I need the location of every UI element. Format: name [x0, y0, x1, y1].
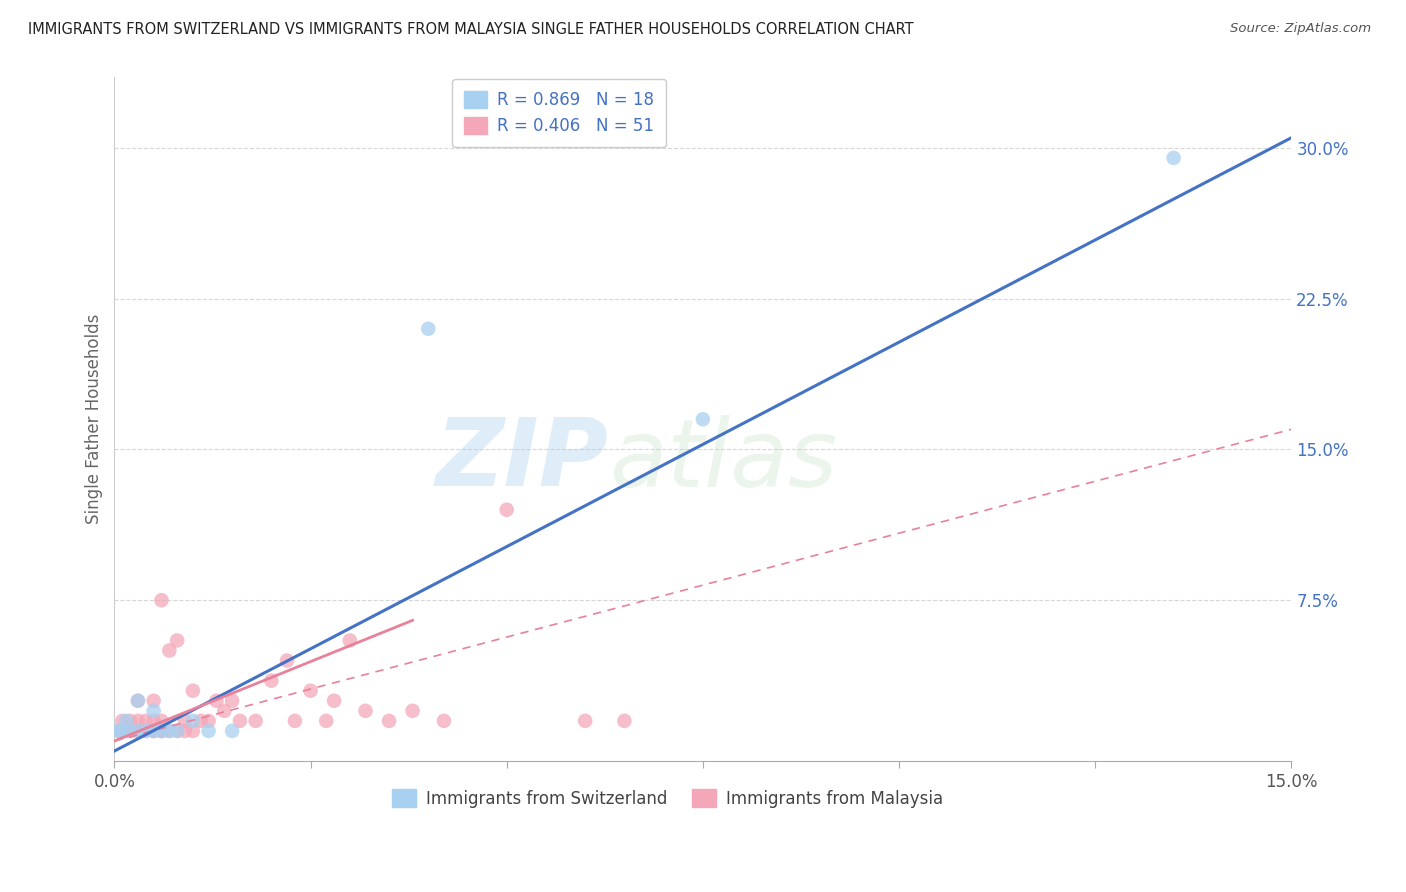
Y-axis label: Single Father Households: Single Father Households: [86, 314, 103, 524]
Text: ZIP: ZIP: [436, 414, 609, 507]
Point: [339, 633, 361, 648]
Point: [323, 694, 346, 708]
Text: Source: ZipAtlas.com: Source: ZipAtlas.com: [1230, 22, 1371, 36]
Point: [107, 723, 129, 738]
Point: [135, 714, 157, 728]
Point: [150, 723, 173, 738]
Point: [120, 723, 142, 738]
Point: [276, 654, 298, 668]
Point: [142, 723, 165, 738]
Point: [142, 694, 165, 708]
Point: [299, 683, 322, 698]
Point: [120, 723, 142, 738]
Point: [127, 694, 149, 708]
Point: [127, 723, 149, 738]
Point: [115, 723, 138, 738]
Point: [157, 723, 180, 738]
Point: [174, 723, 197, 738]
Point: [157, 643, 180, 657]
Point: [127, 723, 149, 738]
Point: [181, 723, 204, 738]
Point: [150, 714, 173, 728]
Point: [135, 723, 157, 738]
Legend: Immigrants from Switzerland, Immigrants from Malaysia: Immigrants from Switzerland, Immigrants …: [385, 783, 949, 814]
Point: [142, 723, 165, 738]
Point: [401, 704, 423, 718]
Point: [378, 714, 401, 728]
Point: [142, 714, 165, 728]
Point: [418, 322, 440, 336]
Point: [135, 723, 157, 738]
Point: [150, 723, 173, 738]
Point: [115, 714, 138, 728]
Point: [284, 714, 307, 728]
Point: [120, 714, 142, 728]
Point: [127, 714, 149, 728]
Point: [495, 502, 517, 516]
Point: [181, 714, 204, 728]
Point: [111, 723, 134, 738]
Point: [245, 714, 267, 728]
Point: [166, 723, 188, 738]
Point: [111, 723, 134, 738]
Point: [613, 714, 636, 728]
Point: [692, 412, 714, 426]
Point: [197, 723, 219, 738]
Text: atlas: atlas: [609, 415, 837, 506]
Point: [354, 704, 377, 718]
Point: [127, 694, 149, 708]
Point: [127, 723, 149, 738]
Point: [229, 714, 252, 728]
Point: [157, 723, 180, 738]
Point: [221, 723, 243, 738]
Point: [1163, 151, 1185, 165]
Point: [181, 683, 204, 698]
Point: [205, 694, 228, 708]
Point: [315, 714, 337, 728]
Point: [120, 723, 142, 738]
Point: [166, 633, 188, 648]
Point: [433, 714, 456, 728]
Point: [174, 714, 197, 728]
Point: [150, 593, 173, 607]
Point: [197, 714, 219, 728]
Text: IMMIGRANTS FROM SWITZERLAND VS IMMIGRANTS FROM MALAYSIA SINGLE FATHER HOUSEHOLDS: IMMIGRANTS FROM SWITZERLAND VS IMMIGRANT…: [28, 22, 914, 37]
Point: [111, 714, 134, 728]
Point: [111, 723, 134, 738]
Point: [574, 714, 596, 728]
Point: [150, 723, 173, 738]
Point: [107, 723, 129, 738]
Point: [142, 723, 165, 738]
Point: [166, 723, 188, 738]
Point: [221, 694, 243, 708]
Point: [142, 704, 165, 718]
Point: [214, 704, 236, 718]
Point: [260, 673, 283, 688]
Point: [190, 714, 212, 728]
